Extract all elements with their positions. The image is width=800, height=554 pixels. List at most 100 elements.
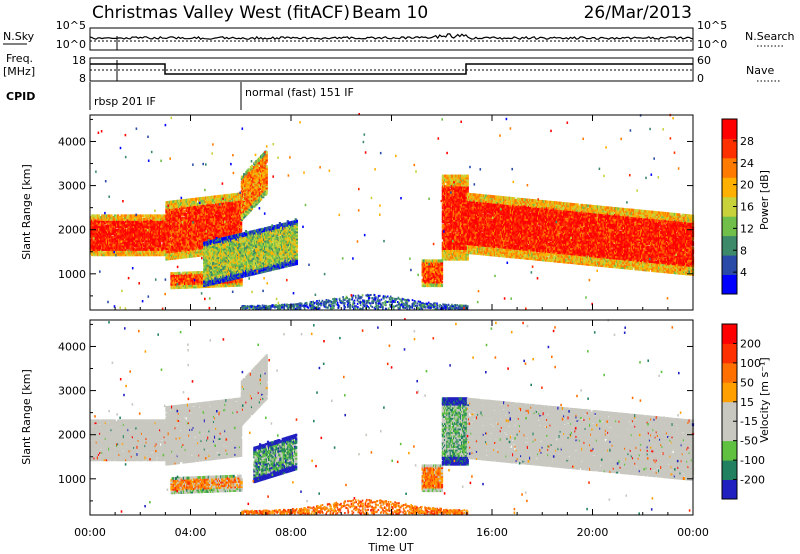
heatmap-cell [154,230,157,234]
heatmap-cell [157,232,160,235]
power-heatmap [90,113,695,310]
heatmap-cell [169,209,173,213]
heatmap-cell [172,203,175,207]
heatmap-cell [152,251,155,255]
heatmap-cell [157,223,160,227]
heatmap-cell [181,231,184,234]
heatmap-cell [105,230,108,234]
nsky-tick-bottom: 10^0 [56,38,86,51]
heatmap-cell [172,228,175,232]
heatmap-cell [128,235,131,239]
heatmap-cell [157,246,160,250]
heatmap-cell [145,240,148,244]
heatmap-cell [128,226,131,230]
heatmap-cell [125,253,128,257]
heatmap-cell [128,232,131,235]
heatmap-cell [177,222,180,226]
heatmap-cell [167,222,170,225]
heatmap-cell [174,217,177,221]
heatmap-cell [171,216,174,220]
heatmap-cell [147,253,150,257]
nsky-tick-top: 10^5 [56,19,86,32]
heatmap-cell [174,253,177,256]
heatmap-cell [120,233,123,237]
heatmap-cell [125,242,128,246]
heatmap-cell [99,224,102,228]
heatmap-cell [125,237,128,241]
heatmap-cell [167,230,170,234]
heatmap-cell [113,226,116,230]
heatmap-cell [165,257,168,261]
heatmap-cell [105,244,108,248]
heatmap-cell [95,242,98,246]
heatmap-cell [167,236,170,240]
heatmap-cell [91,246,94,250]
heatmap-cell [104,242,107,246]
heatmap-cell [172,209,175,213]
heatmap-cell [102,221,105,225]
heatmap-cell [120,247,123,251]
heatmap-cell [100,253,103,257]
heatmap-cell [130,247,133,251]
heatmap-cell [154,233,157,237]
heatmap-cell [99,244,102,248]
heatmap-cell [99,239,102,243]
heatmap-cell [161,251,164,255]
heatmap-cell [146,242,149,246]
heatmap-cell [181,218,184,222]
heatmap-cell [147,235,150,239]
heatmap-cell [116,244,119,248]
heatmap-cell [117,237,120,241]
heatmap-cell [91,240,94,244]
heatmap-cell [99,233,102,237]
heatmap-cell [111,240,114,244]
heatmap-cell [117,246,120,250]
heatmap-cell [130,235,133,239]
heatmap-cell [135,217,138,221]
heatmap-cell [147,233,150,237]
heatmap-cell [119,242,122,246]
heatmap-cell [121,237,124,241]
heatmap-cell [161,221,164,225]
heatmap-cell [125,240,128,244]
heatmap-cell [129,232,132,235]
heatmap-cell [182,223,185,227]
heatmap-cell [108,237,111,241]
heatmap-cell [92,246,95,250]
heatmap-cell [147,219,150,223]
heatmap-cell [130,253,133,257]
heatmap-cell [135,247,138,251]
heatmap-cell [171,248,174,252]
heatmap-cell [181,241,184,245]
heatmap-cell [146,224,149,228]
heatmap-cell [154,249,157,253]
heatmap-cell [117,221,120,225]
heatmap-cell [130,230,133,234]
heatmap-cell [108,219,111,223]
heatmap-cell [102,216,105,220]
heatmap-cell [161,239,164,243]
heatmap-cell [104,239,107,243]
heatmap-cell [182,238,185,241]
heatmap-cell [174,214,177,218]
heatmap-cell [90,217,93,221]
heatmap-cell [130,242,133,246]
heatmap-cell [139,239,142,243]
heatmap-cell [174,237,177,241]
heatmap-cell [176,213,179,217]
heatmap-cell [178,254,182,258]
heatmap-cell [142,235,145,239]
heatmap-cell [135,253,138,257]
heatmap-cell [180,225,183,229]
heatmap-cell [122,251,125,255]
heatmap-cell [149,216,153,220]
heatmap-cell [99,216,102,220]
heatmap-cell [184,237,187,241]
heatmap-cell [176,254,179,258]
freq-trace [90,63,693,75]
heatmap-cell [174,201,177,205]
heatmap-cell [126,251,129,255]
heatmap-cell [153,226,156,230]
heatmap-cell [172,223,175,227]
heatmap-cell [181,199,184,203]
